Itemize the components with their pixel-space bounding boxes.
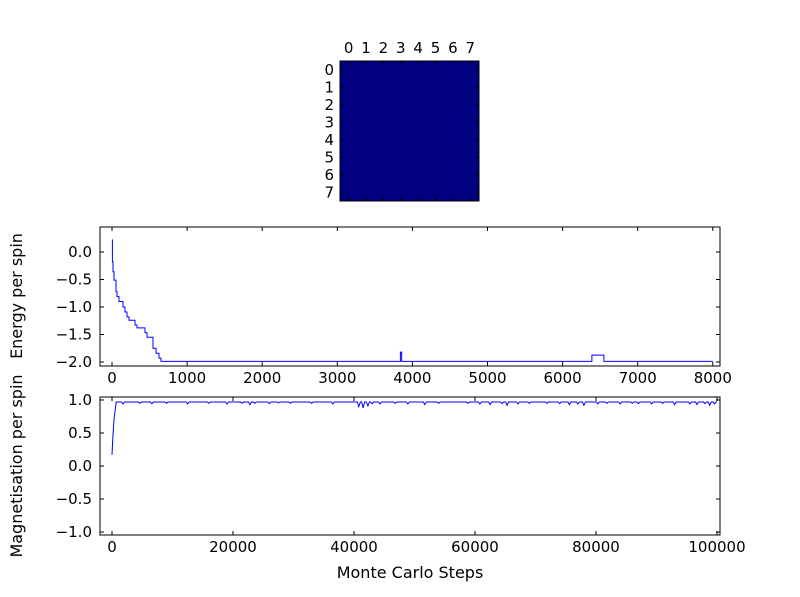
lattice-x-tick-label: 7 xyxy=(466,39,476,57)
x-tick-label: 5000 xyxy=(468,369,506,387)
lattice-y-tick-label: 3 xyxy=(324,113,334,131)
y-tick-label: 0.0 xyxy=(68,243,92,261)
y-tick-label: −1.5 xyxy=(56,325,92,343)
x-tick-label: 100000 xyxy=(688,538,745,556)
lattice-y-tick-label: 5 xyxy=(324,148,334,166)
magnetisation-plot: 0 20000 40000 60000 80000 100000 1.0 0.5 0.0 −0.5… xyxy=(56,391,746,556)
x-tick-label: 8000 xyxy=(694,369,732,387)
x-tick-label: 2000 xyxy=(243,369,281,387)
x-tick-label: 60000 xyxy=(451,538,499,556)
x-tick-label: 1000 xyxy=(168,369,206,387)
lattice-x-tick-label: 0 xyxy=(344,39,354,57)
lattice-y-tick-label: 7 xyxy=(324,183,334,201)
y-tick-label: −0.5 xyxy=(56,490,92,508)
x-tick-label: 4000 xyxy=(393,369,431,387)
lattice-x-tick-label: 4 xyxy=(413,39,423,57)
magnetisation-ylabel: Magnetisation per spin xyxy=(7,374,26,557)
y-tick-label: −2.0 xyxy=(56,353,92,371)
lattice-x-tick-label: 1 xyxy=(361,39,371,57)
magnetisation-line xyxy=(111,401,717,455)
axes-border xyxy=(99,396,721,536)
x-tick-label: 7000 xyxy=(619,369,657,387)
x-tick-label: 3000 xyxy=(318,369,356,387)
lattice-x-tick-label: 2 xyxy=(379,39,389,57)
lattice-y-tick-label: 2 xyxy=(324,96,334,114)
x-tick-label: 40000 xyxy=(330,538,378,556)
x-tick-label: 6000 xyxy=(544,369,582,387)
x-tick-label: 80000 xyxy=(572,538,620,556)
y-tick-label: −1.0 xyxy=(56,523,92,541)
y-tick-label: 0.0 xyxy=(68,457,92,475)
y-tick-label: −0.5 xyxy=(56,271,92,289)
x-tick-label: 20000 xyxy=(209,538,257,556)
energy-line xyxy=(111,239,713,362)
y-tick-label: 1.0 xyxy=(68,391,92,409)
y-tick-label: −1.0 xyxy=(56,298,92,316)
lattice-y-tick-label: 4 xyxy=(324,131,334,149)
xaxis-label: Monte Carlo Steps xyxy=(337,563,484,582)
energy-ylabel: Energy per spin xyxy=(7,233,26,359)
x-tick-label: 0 xyxy=(107,369,117,387)
x-tick-label: 0 xyxy=(107,538,117,556)
lattice-x-tick-label: 3 xyxy=(396,39,406,57)
y-tick-label: 0.5 xyxy=(68,424,92,442)
lattice-y-tick-label: 0 xyxy=(324,61,334,79)
lattice-x-tick-label: 5 xyxy=(431,39,441,57)
energy-plot: 0 1000 2000 3000 4000 5000 6000 7000 8000 0.0 −0.5… xyxy=(56,226,732,387)
lattice-y-tick-label: 6 xyxy=(324,166,334,184)
axes-border xyxy=(99,226,721,367)
lattice-cells xyxy=(339,60,480,202)
lattice-y-tick-label: 1 xyxy=(324,78,334,96)
lattice-x-tick-label: 6 xyxy=(448,39,458,57)
